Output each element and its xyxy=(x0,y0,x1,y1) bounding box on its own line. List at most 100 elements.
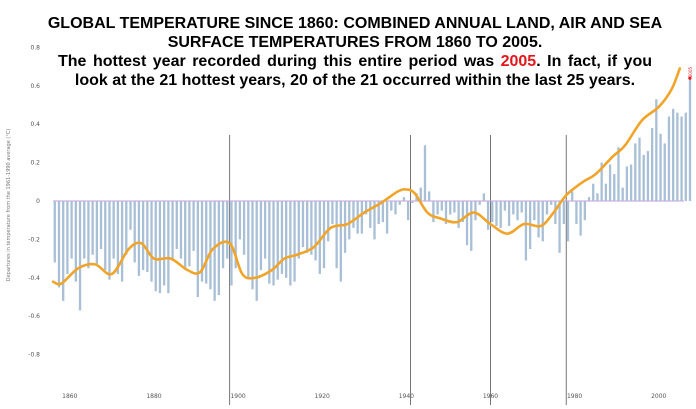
bar-1907 xyxy=(268,201,271,284)
bar-1898 xyxy=(230,201,233,286)
bar-1976 xyxy=(558,201,561,253)
bar-1921 xyxy=(327,201,330,242)
bar-1919 xyxy=(318,201,321,274)
bar-1940 xyxy=(406,201,410,221)
bar-1872 xyxy=(120,201,124,282)
bar-1873 xyxy=(125,201,128,255)
bar-1948 xyxy=(440,201,443,211)
bar-1950 xyxy=(449,201,452,215)
bar-1971 xyxy=(537,201,540,238)
x-tick-label: 1980 xyxy=(567,393,582,400)
bar-1966 xyxy=(516,201,519,221)
bar-2004 xyxy=(676,112,679,201)
y-tick-label: 0.8 xyxy=(30,44,40,51)
bar-1876 xyxy=(137,201,141,276)
bar-1982 xyxy=(583,201,586,221)
bar-1988 xyxy=(608,164,612,201)
bar-1866 xyxy=(95,201,99,265)
bar-1897 xyxy=(226,201,229,259)
bar-1935 xyxy=(385,201,389,234)
trend-layer: 2005 xyxy=(51,66,693,286)
bar-1905 xyxy=(259,201,263,271)
axis-layer: Departures in temperature from the 1961-… xyxy=(6,44,667,400)
bar-1913 xyxy=(293,201,296,282)
bar-1933 xyxy=(377,201,380,225)
bar-1915 xyxy=(301,201,305,248)
bar-1946 xyxy=(432,201,435,223)
bar-1864 xyxy=(87,201,90,269)
bar-1952 xyxy=(457,201,460,228)
bar-1958 xyxy=(482,193,486,201)
bar-1916 xyxy=(306,201,309,253)
bar-1931 xyxy=(369,201,372,228)
highlight-marker-label: 2005 xyxy=(688,66,693,77)
bar-1937 xyxy=(394,201,397,215)
bar-1981 xyxy=(579,201,582,236)
bar-1926 xyxy=(348,201,351,240)
bar-2002 xyxy=(667,116,671,201)
bar-1892 xyxy=(205,201,208,284)
bar-1902 xyxy=(247,201,250,278)
bar-1984 xyxy=(592,183,595,201)
grid-layer xyxy=(53,135,684,405)
bar-1883 xyxy=(167,201,170,294)
bar-1947 xyxy=(436,201,439,215)
bar-1875 xyxy=(133,201,136,263)
bar-1868 xyxy=(104,201,107,271)
y-tick-label: 0.6 xyxy=(30,83,40,90)
y-tick-label: -0.2 xyxy=(28,236,40,243)
bar-1895 xyxy=(217,201,220,296)
bar-1954 xyxy=(465,201,469,246)
bar-1904 xyxy=(255,201,258,301)
y-tick-label: 0.2 xyxy=(30,160,40,167)
bar-1923 xyxy=(335,201,338,269)
bar-2000 xyxy=(659,133,662,201)
bar-1863 xyxy=(83,201,86,259)
bar-1891 xyxy=(200,201,204,282)
bar-1871 xyxy=(116,201,120,274)
y-tick-label: 0 xyxy=(36,198,40,205)
bar-1997 xyxy=(646,151,650,201)
bar-1939 xyxy=(402,197,406,201)
smoothed-trend-line xyxy=(51,67,682,286)
y-axis-label: Departures in temperature from the 1961-… xyxy=(6,129,12,282)
x-tick-label: 1860 xyxy=(62,393,77,400)
y-tick-label: -0.8 xyxy=(28,352,40,359)
bar-1978 xyxy=(566,201,570,242)
x-tick-label: 1900 xyxy=(230,393,245,400)
bar-1965 xyxy=(512,201,515,215)
x-tick-label: 1960 xyxy=(483,393,498,400)
bar-1964 xyxy=(507,201,511,226)
bar-1992 xyxy=(625,166,629,201)
bar-1930 xyxy=(364,201,368,215)
bar-1949 xyxy=(444,201,448,225)
bar-1989 xyxy=(613,174,616,201)
bar-1979 xyxy=(571,191,574,201)
bar-1962 xyxy=(499,201,502,228)
bar-1867 xyxy=(99,201,103,249)
bar-1934 xyxy=(381,201,385,223)
y-tick-label: -0.6 xyxy=(28,313,40,320)
bar-1896 xyxy=(221,201,225,269)
bar-1874 xyxy=(129,201,132,230)
bar-1924 xyxy=(339,201,342,282)
bar-2003 xyxy=(672,108,675,201)
bar-1884 xyxy=(171,201,174,261)
bar-1996 xyxy=(642,154,645,201)
bar-1960 xyxy=(491,201,494,223)
bar-1893 xyxy=(209,201,212,290)
chart-title: GLOBAL TEMPERATURE SINCE 1860: COMBINED … xyxy=(47,15,663,51)
bar-1980 xyxy=(575,201,578,225)
title-block: GLOBAL TEMPERATURE SINCE 1860: COMBINED … xyxy=(40,14,670,90)
bar-1927 xyxy=(352,201,355,228)
bar-1955 xyxy=(470,201,473,251)
bar-1968 xyxy=(524,201,528,261)
bar-2005 xyxy=(680,116,683,201)
bar-1870 xyxy=(112,201,115,259)
bar-1912 xyxy=(289,201,292,286)
bar-1865 xyxy=(91,201,94,255)
bar-1987 xyxy=(604,183,608,201)
bar-1885 xyxy=(175,201,178,249)
bar-1887 xyxy=(184,201,187,269)
